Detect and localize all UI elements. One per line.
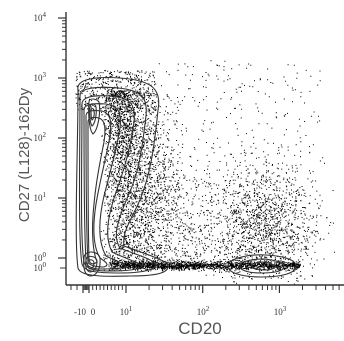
y-tick-exponent: 4 (43, 11, 47, 19)
y-tick-label: 101 (34, 191, 47, 203)
contour-line (239, 258, 285, 274)
contour-line (85, 255, 98, 273)
x-tick-label: 102 (197, 305, 210, 317)
y-tick-label: 103 (34, 71, 47, 83)
contour-line (90, 108, 95, 121)
contour-line (87, 116, 106, 265)
x-tick-exponent: 1 (129, 305, 133, 313)
y-axis-title: CD27 (L128)-162Dy (16, 87, 33, 222)
y-tick-exponent: 0 (43, 261, 47, 269)
contour-line (88, 98, 101, 135)
x-tick-label: 0 (91, 307, 96, 317)
x-tick-exponent: 2 (206, 305, 210, 313)
contour-line (85, 109, 112, 268)
y-tick-label: 102 (34, 131, 47, 143)
event-points (75, 60, 335, 285)
y-tick-exponent: 2 (43, 131, 47, 139)
event-dots (75, 60, 335, 285)
density-contours (75, 76, 297, 278)
x-tick-label: -10 (74, 307, 86, 317)
y-tick-exponent: 1 (43, 191, 47, 199)
contour-line (78, 86, 157, 274)
x-tick-label: 101 (120, 305, 133, 317)
contour-line (251, 261, 275, 271)
contour-line (87, 259, 95, 270)
y-tick-exponent: 0 (43, 251, 47, 259)
contour-line (75, 76, 169, 277)
contour-line (89, 103, 97, 127)
x-axis-title: CD20 (178, 319, 221, 338)
y-tick-label: 104 (34, 11, 47, 23)
contour-line (83, 251, 101, 277)
x-tick-exponent: 3 (283, 305, 287, 313)
x-tick-label: 103 (274, 305, 287, 317)
y-tick-exponent: 3 (43, 71, 47, 79)
contour-line (227, 254, 297, 278)
